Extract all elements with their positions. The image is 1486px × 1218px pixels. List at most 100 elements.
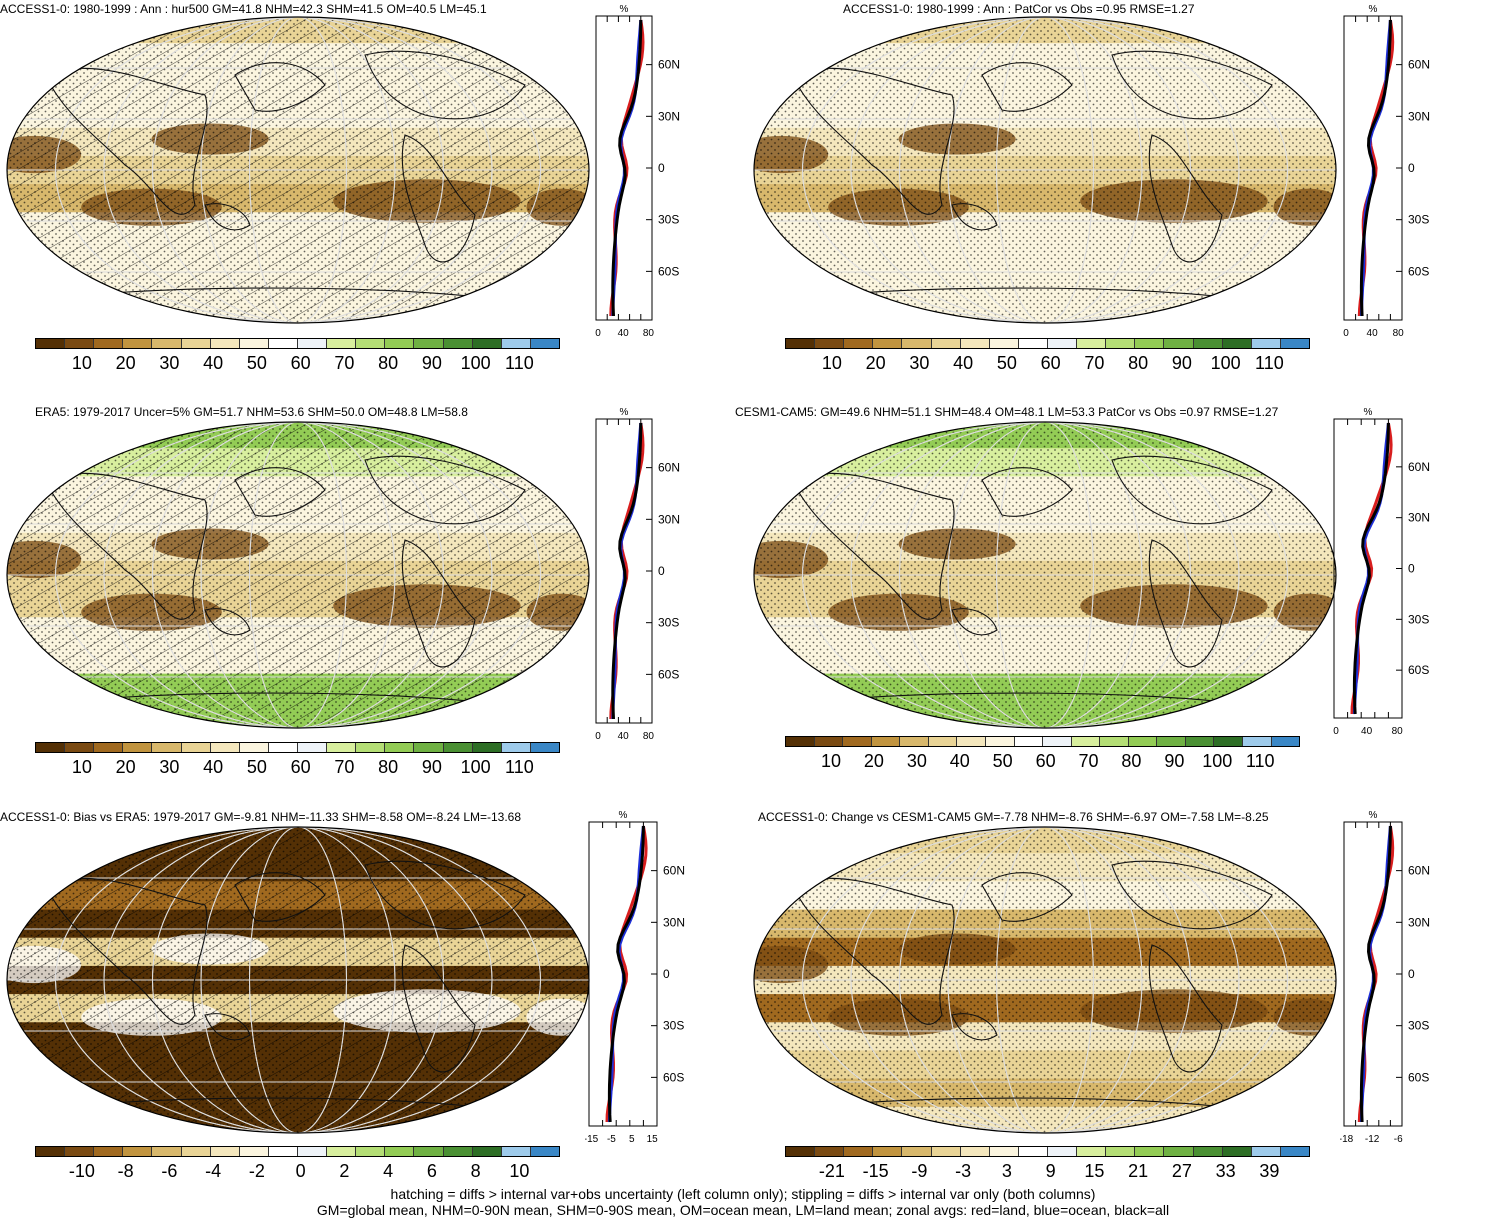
colorbar-swatch bbox=[1271, 737, 1300, 746]
zonal-unit: % bbox=[1364, 407, 1373, 418]
colorbar-swatch bbox=[65, 1147, 95, 1156]
colorbar-tick-label: 0 bbox=[295, 1161, 306, 1181]
latitude-label: 30S bbox=[663, 1019, 684, 1033]
colorbar-swatch bbox=[1077, 339, 1107, 348]
colorbar-tick-label: -9 bbox=[911, 1161, 928, 1181]
colorbar-swatch bbox=[36, 743, 66, 752]
colorbar-swatch bbox=[1018, 339, 1048, 348]
colorbar-swatch bbox=[786, 339, 816, 348]
latitude-label: 60S bbox=[658, 264, 679, 278]
coastline bbox=[204, 608, 251, 636]
coastline bbox=[204, 1013, 251, 1041]
colorbar-tick-label: 10 bbox=[509, 1161, 530, 1181]
colorbar-labels: 10 20 30 40 50 60 70 80 90 100 110 bbox=[785, 353, 1310, 375]
latitude-label: 0 bbox=[1408, 967, 1415, 981]
colorbar-swatch bbox=[65, 743, 95, 752]
colorbar-swatch bbox=[989, 1147, 1019, 1156]
panel-title: ERA5: 1979-2017 Uncer=5% GM=51.7 NHM=53.… bbox=[35, 405, 468, 419]
colorbar-swatch bbox=[356, 339, 386, 348]
colorbar-swatch bbox=[1164, 1147, 1194, 1156]
graticule-line bbox=[200, 827, 396, 1133]
graticule-line bbox=[947, 17, 1143, 323]
zonal-x-tick-label: 80 bbox=[643, 328, 655, 339]
colorbar-swatch bbox=[385, 743, 415, 752]
colorbar-swatch bbox=[1135, 1147, 1165, 1156]
zonal-x-tick-label: 40 bbox=[1361, 726, 1373, 737]
map-outline bbox=[6, 421, 590, 729]
colorbar-tick-label: 110 bbox=[505, 757, 534, 777]
colorbar-swatch bbox=[873, 1147, 903, 1156]
colorbar-tick-label: 20 bbox=[863, 751, 884, 771]
colorbar-swatch bbox=[1251, 339, 1281, 348]
colorbar-swatch bbox=[501, 1147, 531, 1156]
colorbar-swatch bbox=[501, 339, 531, 348]
colorbar-swatch bbox=[123, 743, 153, 752]
zonal-x-tick-label: 0 bbox=[1343, 328, 1349, 339]
zonal-unit: % bbox=[1369, 4, 1378, 15]
latitude-label: 30N bbox=[1408, 109, 1430, 123]
colorbar-labels: 10 20 30 40 50 60 70 80 90 100 110 bbox=[35, 353, 560, 375]
zonal-x-tick-label: -15 bbox=[585, 1134, 599, 1145]
latitude-label: 30N bbox=[658, 109, 680, 123]
latitude-label: 30S bbox=[1408, 1019, 1429, 1033]
latitude-label: 30S bbox=[1408, 213, 1429, 227]
coastline bbox=[1148, 539, 1223, 668]
colorbar-swatch bbox=[1157, 737, 1186, 746]
colorbar-swatch bbox=[871, 737, 901, 746]
coastline bbox=[1148, 134, 1223, 263]
coastline bbox=[1111, 50, 1273, 120]
graticule-line bbox=[850, 422, 1240, 728]
graticule-line bbox=[152, 17, 444, 323]
colorbar-tick-label: 90 bbox=[1171, 353, 1192, 373]
latitude-label: 60N bbox=[658, 58, 680, 72]
coastline bbox=[84, 1097, 506, 1111]
latitude-label: 0 bbox=[658, 564, 665, 578]
latitude-label: 60S bbox=[658, 667, 679, 681]
colorbar-tick-label: 20 bbox=[115, 757, 136, 777]
coastline bbox=[951, 1013, 998, 1041]
colorbar-tick-label: 90 bbox=[421, 353, 442, 373]
colorbar-swatch bbox=[327, 743, 357, 752]
all-curve bbox=[607, 825, 645, 1123]
colorbar-tick-label: 60 bbox=[1040, 353, 1061, 373]
latitude-label: 0 bbox=[1408, 161, 1415, 175]
coastline bbox=[44, 472, 208, 620]
colorbar-swatch bbox=[530, 1147, 559, 1156]
colorbar-swatch bbox=[1106, 339, 1136, 348]
colorbar-tick-label: -10 bbox=[68, 1161, 95, 1181]
colorbar-swatch bbox=[181, 339, 211, 348]
zonal-x-tick-label: 0 bbox=[1333, 726, 1339, 737]
graticule-line bbox=[996, 422, 1094, 728]
zonal-mean-plot: % 60N 30N 0 30S 60S -18 -12 -6 bbox=[1340, 810, 1430, 1145]
zonal-x-tick-label: 80 bbox=[1393, 328, 1405, 339]
footer-line-1: hatching = diffs > internal var+obs unce… bbox=[390, 1186, 1096, 1202]
graticule-line bbox=[899, 17, 1191, 323]
colorbar-swatch bbox=[123, 1147, 153, 1156]
colorbar-tick-label: 100 bbox=[460, 757, 491, 777]
zonal-mean-plot: % 60N 30N 0 30S 60S -15 -5 5 15 bbox=[585, 810, 685, 1145]
graticule-line bbox=[200, 17, 396, 323]
colorbar-swatch bbox=[1251, 1147, 1281, 1156]
colorbar-swatch bbox=[814, 737, 844, 746]
colorbar-tick-label: 10 bbox=[820, 751, 842, 771]
colorbar-tick-label: 80 bbox=[1128, 353, 1149, 373]
colorbar-swatch bbox=[239, 1147, 269, 1156]
colorbar-tick-label: 15 bbox=[1084, 1161, 1105, 1181]
colorbar-swatch bbox=[36, 1147, 66, 1156]
colorbar-swatch bbox=[530, 339, 559, 348]
coastline bbox=[951, 203, 998, 231]
colorbar-swatch bbox=[815, 339, 845, 348]
latitude-label: 30S bbox=[1408, 612, 1429, 626]
colorbar-swatch bbox=[1106, 1147, 1136, 1156]
map-outline bbox=[753, 421, 1337, 729]
graticule-line bbox=[899, 827, 1191, 1133]
latitude-label: 60N bbox=[658, 461, 680, 475]
coastline bbox=[981, 62, 1073, 112]
zonal-mean-plot: % 60N 30N 0 30S 60S 0 40 80 bbox=[595, 4, 680, 339]
zonal-unit: % bbox=[620, 407, 629, 418]
latitude-label: 60S bbox=[1408, 264, 1429, 278]
colorbar bbox=[35, 742, 560, 753]
latitude-label: 0 bbox=[1408, 562, 1415, 576]
latitude-label: 0 bbox=[663, 967, 670, 981]
colorbar-tick-label: -21 bbox=[818, 1161, 845, 1181]
